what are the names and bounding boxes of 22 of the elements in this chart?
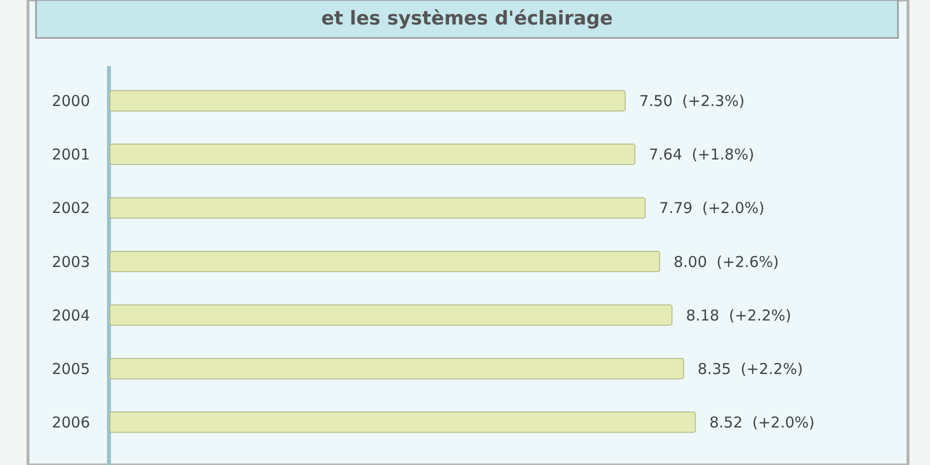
bar bbox=[110, 144, 636, 166]
bar bbox=[110, 197, 646, 219]
chart-title: et les systèmes d'éclairage bbox=[321, 8, 613, 30]
data-label: 7.64 (+1.8%) bbox=[648, 146, 754, 164]
y-tick-label: 2002 bbox=[52, 199, 90, 218]
y-tick-label: 2004 bbox=[52, 306, 90, 324]
bar bbox=[110, 250, 660, 272]
data-label: 8.00 (+2.6%) bbox=[674, 252, 779, 271]
bar bbox=[110, 358, 684, 380]
y-tick-label: 2005 bbox=[52, 360, 90, 378]
data-label: 7.50 (+2.3%) bbox=[639, 92, 745, 110]
y-tick-label: 2000 bbox=[52, 92, 90, 110]
data-label: 8.18 (+2.2%) bbox=[686, 306, 792, 324]
bar bbox=[110, 304, 672, 326]
bar bbox=[110, 90, 626, 112]
bar bbox=[110, 412, 696, 433]
y-tick-label: 2003 bbox=[52, 252, 90, 271]
data-label: 8.35 (+2.2%) bbox=[698, 360, 803, 378]
data-label: 8.52 (+2.0%) bbox=[709, 413, 815, 432]
data-label: 7.79 (+2.0%) bbox=[659, 199, 764, 218]
y-tick-label: 2006 bbox=[52, 413, 90, 432]
y-tick-label: 2001 bbox=[52, 146, 90, 164]
